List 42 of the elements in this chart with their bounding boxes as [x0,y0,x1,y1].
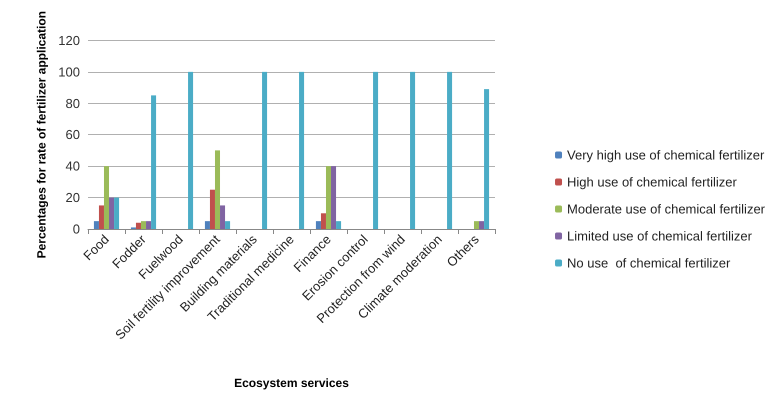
bar [146,221,152,229]
bar [316,221,321,229]
bar [326,166,332,229]
legend-label: No use of chemical fertilizer [567,256,731,270]
bar [484,89,490,229]
y-tick-label: 20 [66,190,80,206]
y-axis-title: Percentages for rate of fertilizer application [34,10,48,258]
bar [336,221,342,229]
bar [98,205,104,229]
y-tick-label: 80 [66,96,80,111]
legend-label: Limited use of chemical fertilizer [567,228,753,244]
bar [447,72,452,229]
bar [210,190,215,229]
bar [299,72,304,229]
y-tick-label: 60 [66,127,80,142]
y-tick-label: 100 [58,64,80,80]
bar [140,221,146,229]
bar [479,221,484,229]
bar [373,72,378,229]
bar [214,150,220,229]
bar [104,166,110,229]
bar [220,205,226,229]
y-tick-label: 120 [58,32,80,48]
bar [320,213,326,229]
bar [136,222,141,229]
y-tick-label: 0 [72,222,80,236]
bar [331,166,336,229]
legend-label: High use of chemical fertilizer [567,174,738,190]
bar [474,221,480,229]
bar [204,221,210,229]
bar [262,72,268,229]
legend-label: Moderate use of chemical fertilizer [567,202,766,216]
y-tick-label: 40 [66,158,80,174]
legend-label: Very high use of chemical fertilizer [567,148,765,162]
bar [410,72,416,229]
bar [225,221,230,229]
bar [109,198,114,229]
bar [151,95,156,229]
bar [94,221,99,229]
x-axis-title: Ecosystem services [234,376,350,390]
bar [188,72,194,229]
bar [114,198,120,229]
